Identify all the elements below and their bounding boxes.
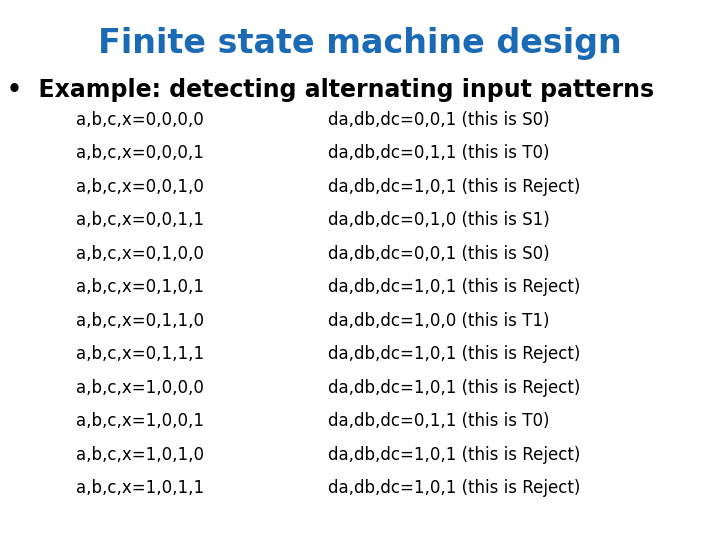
Text: da,db,dc=1,0,0 (this is T1): da,db,dc=1,0,0 (this is T1) [328, 312, 549, 329]
Text: a,b,c,x=1,0,0,1: a,b,c,x=1,0,0,1 [76, 412, 204, 430]
Text: da,db,dc=0,1,0 (this is S1): da,db,dc=0,1,0 (this is S1) [328, 211, 549, 229]
Text: Finite state machine design: Finite state machine design [98, 27, 622, 60]
Text: •  Example: detecting alternating input patterns: • Example: detecting alternating input p… [7, 78, 654, 102]
Text: a,b,c,x=1,0,1,1: a,b,c,x=1,0,1,1 [76, 479, 204, 497]
Text: da,db,dc=0,0,1 (this is S0): da,db,dc=0,0,1 (this is S0) [328, 111, 549, 129]
Text: a,b,c,x=1,0,0,0: a,b,c,x=1,0,0,0 [76, 379, 204, 396]
Text: da,db,dc=1,0,1 (this is Reject): da,db,dc=1,0,1 (this is Reject) [328, 278, 580, 296]
Text: a,b,c,x=0,0,1,0: a,b,c,x=0,0,1,0 [76, 178, 204, 195]
Text: da,db,dc=1,0,1 (this is Reject): da,db,dc=1,0,1 (this is Reject) [328, 446, 580, 463]
Text: a,b,c,x=0,1,0,1: a,b,c,x=0,1,0,1 [76, 278, 204, 296]
Text: a,b,c,x=0,0,0,1: a,b,c,x=0,0,0,1 [76, 144, 204, 162]
Text: da,db,dc=0,1,1 (this is T0): da,db,dc=0,1,1 (this is T0) [328, 412, 549, 430]
Text: a,b,c,x=0,0,0,0: a,b,c,x=0,0,0,0 [76, 111, 203, 129]
Text: a,b,c,x=0,1,1,1: a,b,c,x=0,1,1,1 [76, 345, 204, 363]
Text: da,db,dc=1,0,1 (this is Reject): da,db,dc=1,0,1 (this is Reject) [328, 379, 580, 396]
Text: a,b,c,x=0,1,0,0: a,b,c,x=0,1,0,0 [76, 245, 204, 262]
Text: a,b,c,x=0,1,1,0: a,b,c,x=0,1,1,0 [76, 312, 204, 329]
Text: da,db,dc=1,0,1 (this is Reject): da,db,dc=1,0,1 (this is Reject) [328, 178, 580, 195]
Text: a,b,c,x=0,0,1,1: a,b,c,x=0,0,1,1 [76, 211, 204, 229]
Text: da,db,dc=0,1,1 (this is T0): da,db,dc=0,1,1 (this is T0) [328, 144, 549, 162]
Text: da,db,dc=1,0,1 (this is Reject): da,db,dc=1,0,1 (this is Reject) [328, 345, 580, 363]
Text: a,b,c,x=1,0,1,0: a,b,c,x=1,0,1,0 [76, 446, 204, 463]
Text: da,db,dc=1,0,1 (this is Reject): da,db,dc=1,0,1 (this is Reject) [328, 479, 580, 497]
Text: da,db,dc=0,0,1 (this is S0): da,db,dc=0,0,1 (this is S0) [328, 245, 549, 262]
